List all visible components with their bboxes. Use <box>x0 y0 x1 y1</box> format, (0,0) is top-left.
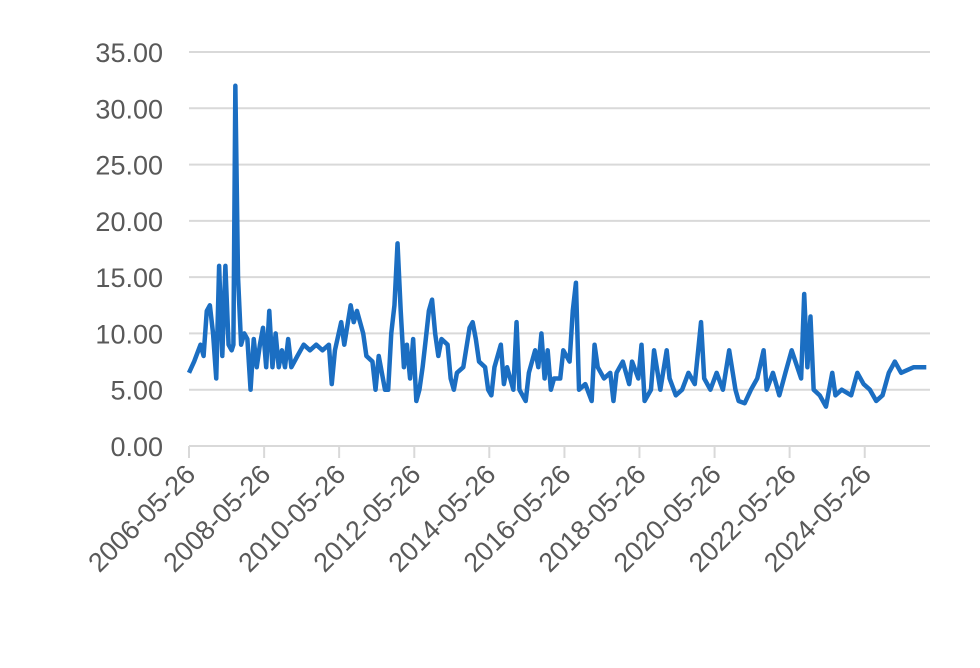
y-tick-label: 20.00 <box>95 207 163 237</box>
y-tick-label: 10.00 <box>95 319 163 349</box>
y-tick-label: 25.00 <box>95 151 163 181</box>
y-tick-label: 15.00 <box>95 263 163 293</box>
y-tick-label: 0.00 <box>110 432 163 462</box>
y-tick-label: 5.00 <box>110 376 163 406</box>
y-tick-label: 35.00 <box>95 38 163 68</box>
y-tick-label: 30.00 <box>95 94 163 124</box>
line <box>186 83 927 409</box>
